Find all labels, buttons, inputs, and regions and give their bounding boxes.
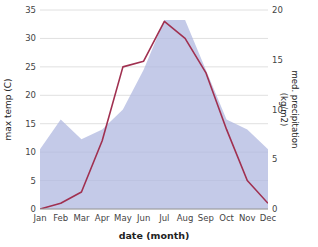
y2-tick-label: 15: [272, 55, 283, 65]
axes: JanFebMarAprMayJunJulAugSepOctNovDec0510…: [25, 5, 283, 223]
y2-axis-label-line: med. precipitation: [290, 71, 300, 149]
x-tick-label: May: [114, 213, 132, 223]
grid-line: [40, 10, 268, 11]
y-tick-label: 25: [25, 62, 36, 72]
x-tick-label: Feb: [53, 213, 68, 223]
y2-axis-label: med. precipitation(kg/m2): [279, 71, 300, 149]
x-axis-line: [40, 209, 268, 210]
x-tick-label: Jun: [136, 213, 150, 223]
y-axis-label: max temp (C): [3, 78, 13, 140]
chart-container: JanFebMarAprMayJunJulAugSepOctNovDec0510…: [0, 0, 318, 247]
x-tick-label: Dec: [260, 213, 277, 223]
temperature-line: [40, 21, 268, 209]
y-tick-label: 10: [25, 147, 36, 157]
plot-data: [40, 20, 268, 209]
x-tick-label: Mar: [73, 213, 90, 223]
x-tick-label: Sep: [198, 213, 214, 223]
grid-line: [40, 38, 268, 39]
y-tick-label: 35: [25, 5, 36, 15]
y-tick-label: 15: [25, 119, 36, 129]
x-tick-label: Apr: [95, 213, 110, 223]
y-tick-label: 20: [25, 90, 36, 100]
y2-tick-label: 20: [272, 5, 283, 15]
y2-tick-label: 5: [272, 154, 277, 164]
x-tick-label: Jul: [158, 213, 169, 223]
y-tick-label: 30: [25, 33, 36, 43]
grid-line: [40, 209, 268, 210]
grid: [40, 10, 268, 209]
x-tick-label: Aug: [177, 213, 194, 223]
y2-tick-label: 0: [272, 204, 277, 214]
x-tick-label: Nov: [239, 213, 256, 223]
x-axis-label: date (month): [119, 230, 190, 241]
y-tick-label: 0: [31, 204, 36, 214]
y-tick-label: 5: [31, 176, 36, 186]
x-tick-label: Jan: [32, 213, 46, 223]
y2-axis-label-line: (kg/m2): [279, 93, 289, 127]
chart: JanFebMarAprMayJunJulAugSepOctNovDec0510…: [0, 0, 318, 247]
x-tick-label: Oct: [219, 213, 234, 223]
precipitation-area: [40, 20, 268, 209]
